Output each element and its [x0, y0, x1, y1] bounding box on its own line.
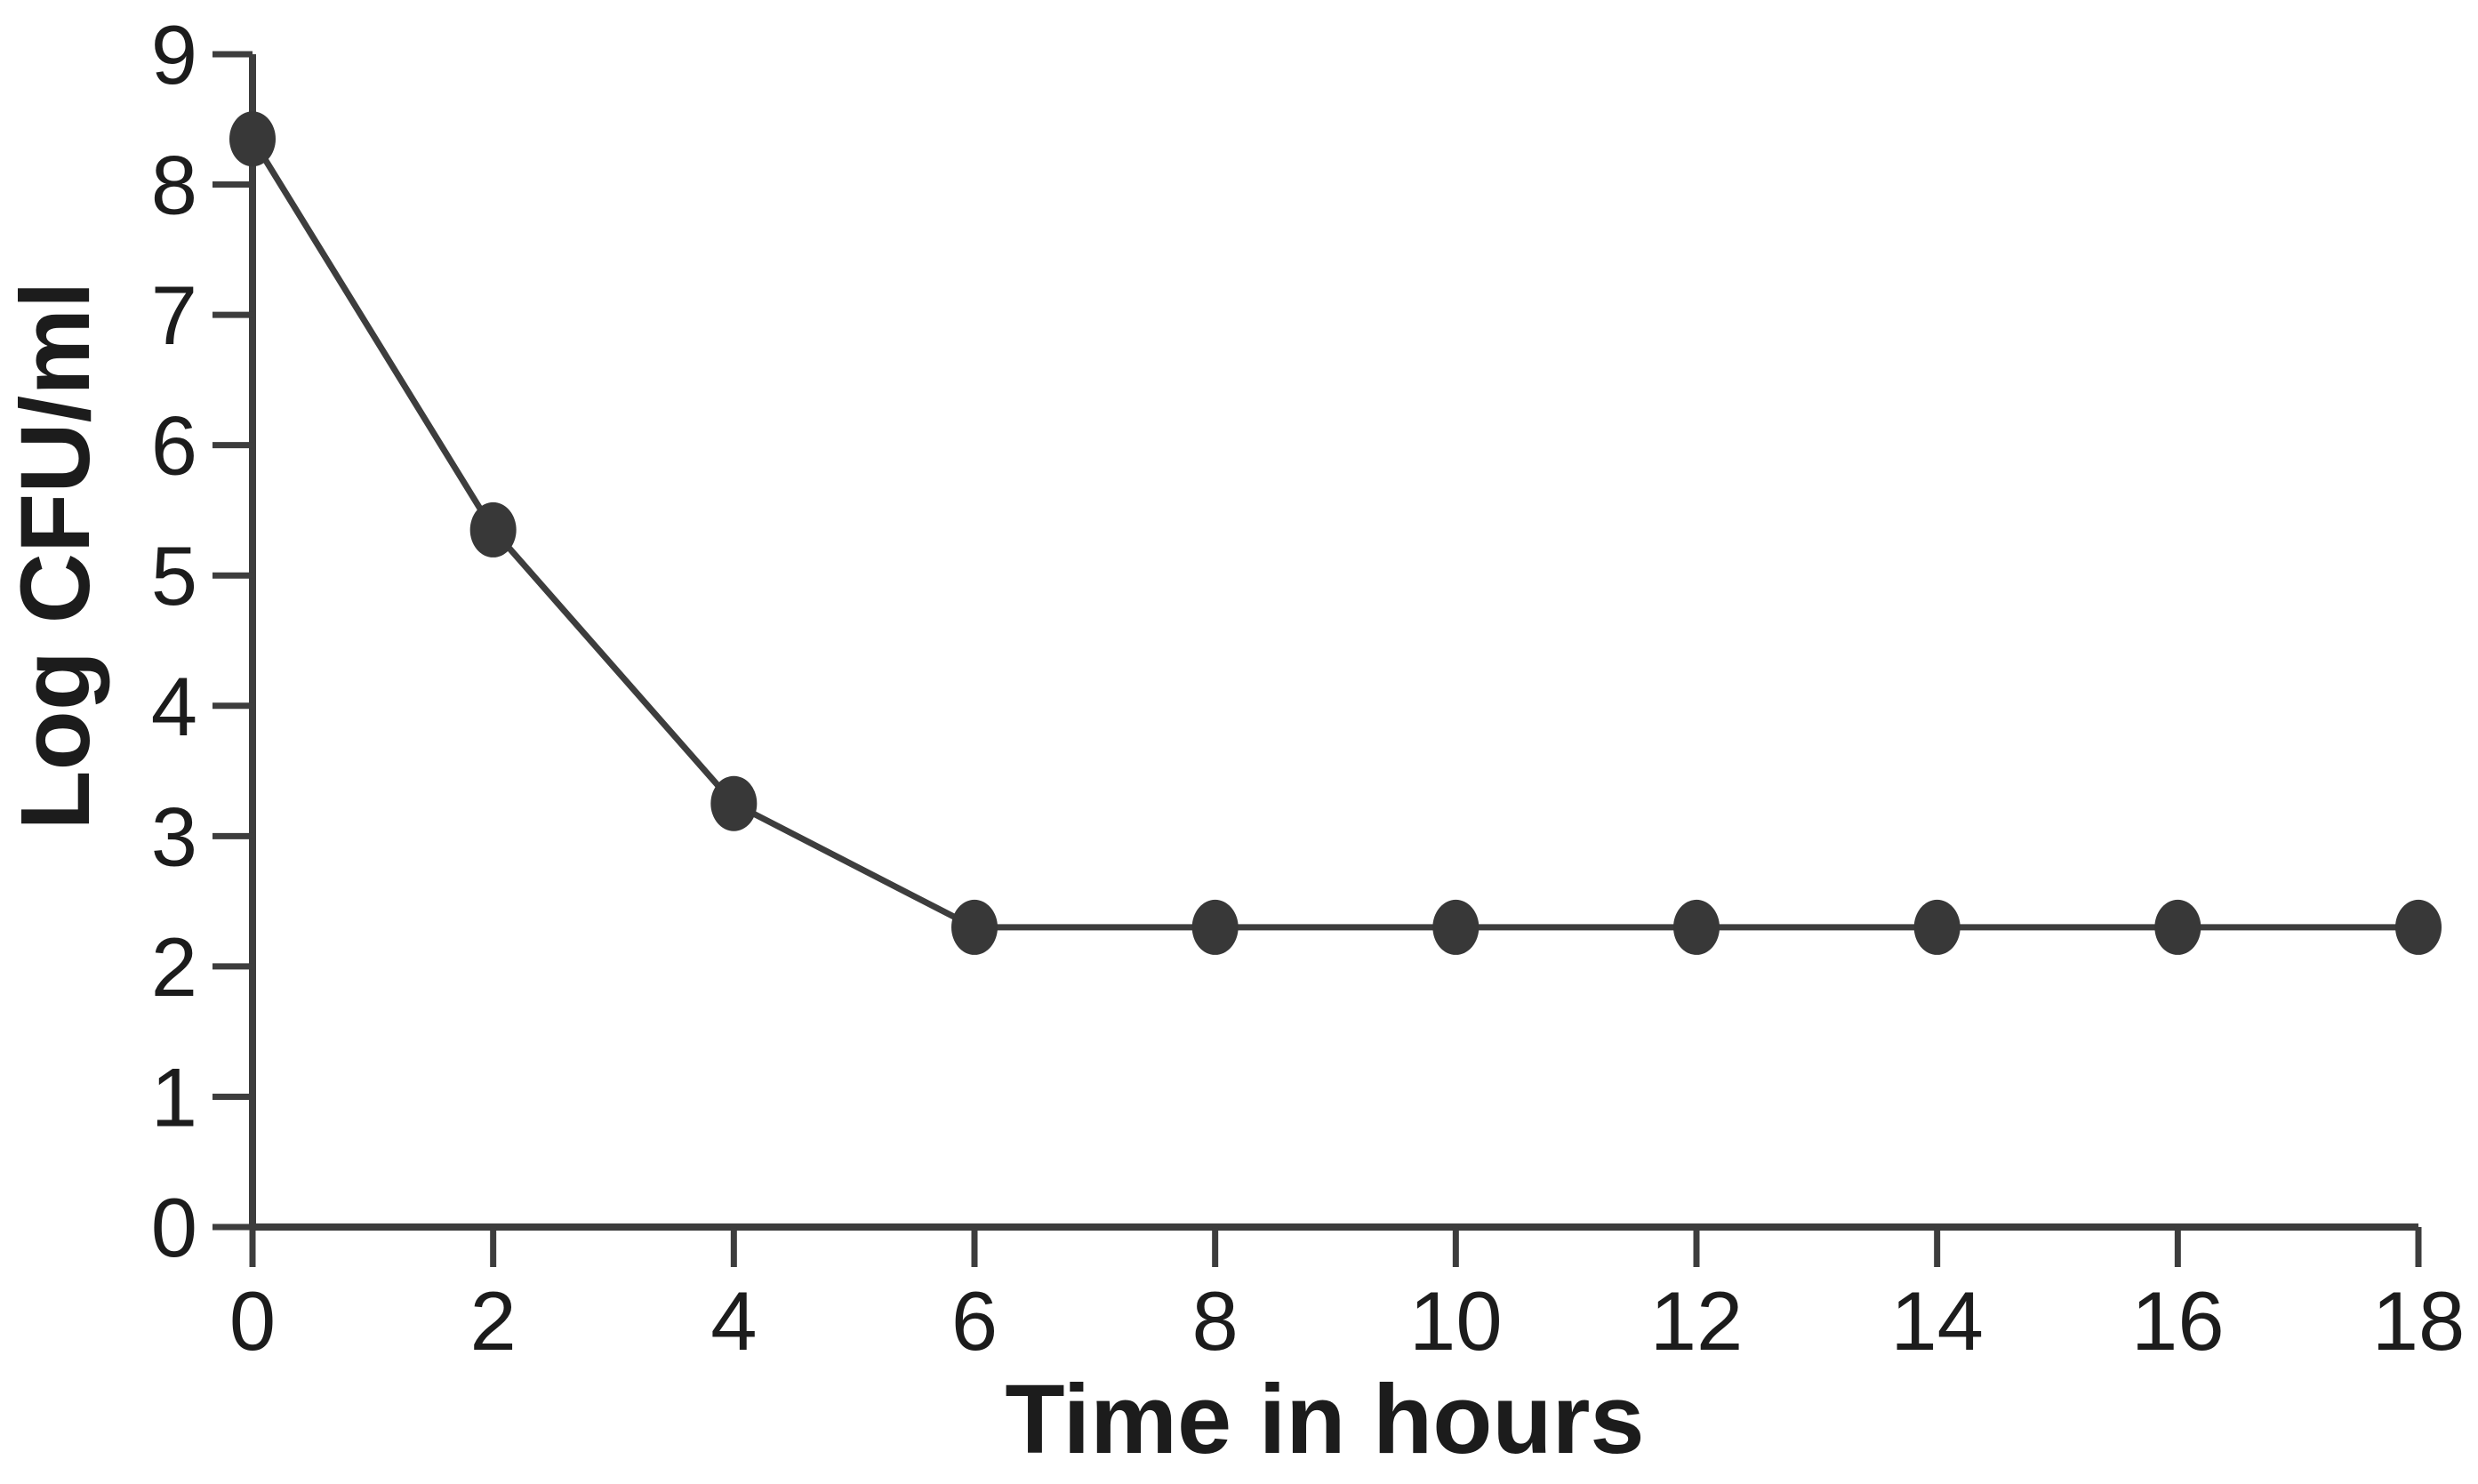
data-point [710, 775, 758, 831]
x-tick-label: 6 [951, 1274, 998, 1368]
data-point [1673, 899, 1720, 955]
y-tick-label: 8 [151, 139, 197, 232]
x-tick-label: 2 [470, 1274, 517, 1368]
data-point [1191, 899, 1239, 955]
y-tick-label: 0 [151, 1181, 197, 1274]
y-tick-label: 5 [151, 529, 197, 622]
x-tick-label: 12 [1650, 1274, 1744, 1368]
y-tick-label: 2 [151, 920, 197, 1014]
data-point [1432, 899, 1480, 955]
y-tick-label: 1 [151, 1050, 197, 1143]
y-tick-label: 9 [151, 8, 197, 101]
y-tick-label: 3 [151, 790, 197, 883]
data-series-layer [229, 111, 2442, 955]
data-point [951, 899, 998, 955]
data-point [229, 111, 276, 167]
y-axis-title: Log CFU/ml [1, 281, 110, 830]
x-tick-label: 8 [1192, 1274, 1239, 1368]
data-point [2154, 899, 2201, 955]
x-tick-label: 10 [1409, 1274, 1503, 1368]
x-axis-title: Time in hours [1005, 1365, 1644, 1474]
x-tick-label: 0 [229, 1274, 276, 1368]
data-line [249, 135, 2422, 931]
y-tick-label: 4 [151, 660, 197, 753]
x-tick-label: 4 [710, 1274, 757, 1368]
data-point [2395, 899, 2442, 955]
x-tick-label: 18 [2372, 1274, 2466, 1368]
y-tick-label: 7 [151, 269, 197, 362]
data-point [469, 501, 517, 558]
axes-layer [249, 54, 2418, 1231]
data-point [1913, 899, 1961, 955]
x-tick-label: 16 [2131, 1274, 2225, 1368]
y-tick-label: 6 [151, 399, 197, 493]
x-tick-label: 14 [1890, 1274, 1984, 1368]
